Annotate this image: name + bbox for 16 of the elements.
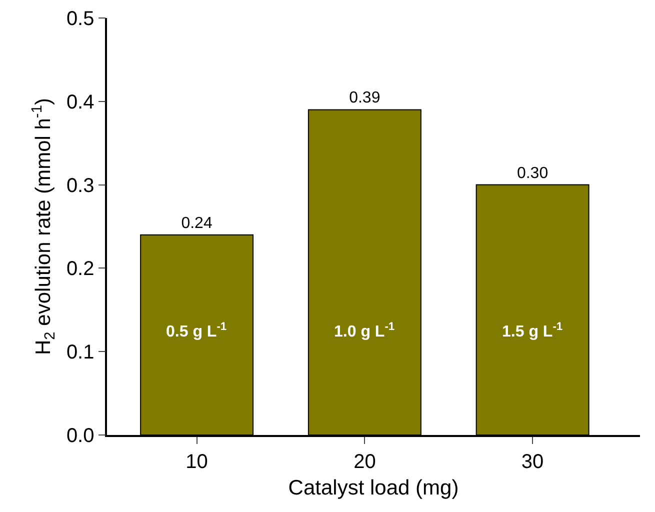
- x-tick-label: 20: [354, 450, 376, 473]
- y-tick-label: 0.3: [66, 174, 94, 197]
- data-label: 0.39: [349, 90, 380, 107]
- data-label: 0.24: [181, 214, 212, 232]
- annotation: 1.5 g L$^{-1}$: [502, 321, 563, 341]
- y-tick-label: 0.0: [66, 425, 94, 447]
- data-label: 0.30: [516, 164, 548, 182]
- y-tick-label: 0.4: [66, 91, 94, 114]
- y-tick-label: 0.1: [66, 342, 94, 364]
- y-tick-label: 0.2: [66, 258, 94, 280]
- annotation: 1.0 g L$^{-1}$: [334, 321, 395, 341]
- x-axis-title: Catalyst load (mg): [288, 476, 459, 500]
- annotation: 0.5 g L$^{-1}$: [166, 321, 227, 341]
- x-tick-label: 30: [521, 450, 544, 473]
- x-tick-label: 10: [186, 450, 208, 473]
- y-tick-label: 0.5: [66, 8, 94, 30]
